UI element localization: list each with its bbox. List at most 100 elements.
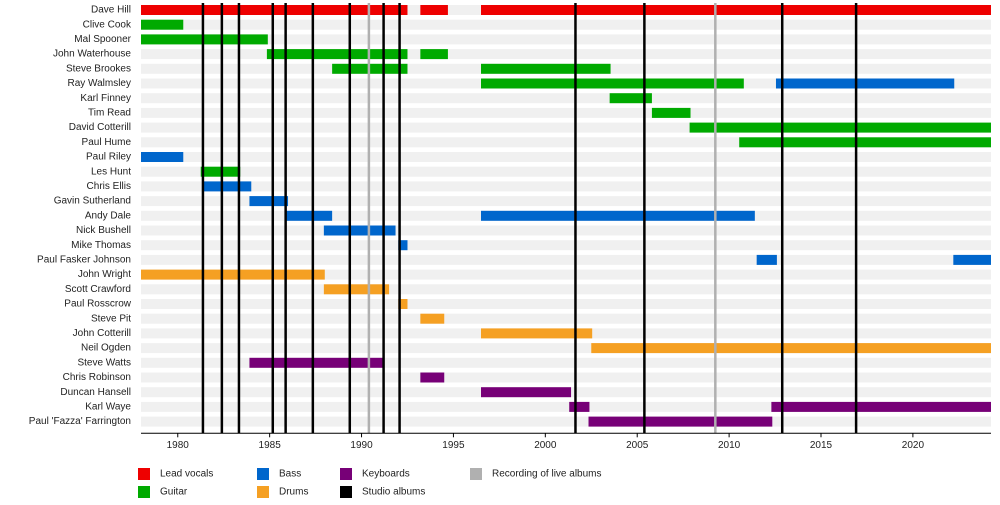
membership-bar [200,166,241,177]
member-name: Duncan Hansell [60,387,131,398]
legend-label: Bass [279,469,301,480]
row-stripe [141,166,991,177]
membership-bar [481,387,572,398]
membership-bar [481,5,991,15]
membership-bar [481,210,755,221]
membership-bar [420,372,445,383]
legend-label: Drums [279,487,308,498]
x-tick-label: 2000 [534,440,557,451]
membership-bar [591,343,991,354]
x-tick-label: 1985 [259,440,282,451]
membership-bar [249,357,384,368]
row-stripe [141,357,991,368]
member-name: Karl Waye [85,402,131,413]
row-stripe [141,254,991,265]
row-stripe [141,401,991,412]
member-name: Paul 'Fazza' Farrington [29,416,131,427]
membership-bar [141,34,268,45]
membership-bar [266,49,408,60]
member-name: Tim Read [88,108,131,119]
legend-swatch [340,486,352,498]
legend-swatch [340,468,352,480]
member-name: Dave Hill [91,5,131,16]
member-name: Paul Rosscrow [64,299,131,310]
member-name: Steve Pit [91,313,131,324]
legend-swatch [257,468,269,480]
row-stripe [141,137,991,148]
x-tick-label: 1990 [350,440,373,451]
row-stripe [141,196,991,207]
x-tick-label: 2015 [810,440,833,451]
membership-bar [569,401,590,412]
membership-bar [689,122,991,133]
membership-bar [141,5,408,15]
row-stripe [141,107,991,118]
member-name: Steve Brookes [66,63,131,74]
membership-bar [141,19,184,30]
member-name: Clive Cook [83,19,132,30]
legend-swatch [138,486,150,498]
legend-label: Lead vocals [160,469,213,480]
row-stripe [141,122,991,133]
member-name: John Wright [78,269,131,280]
x-tick-label: 2010 [718,440,741,451]
member-name: Paul Fasker Johnson [37,255,131,266]
member-name: Nick Bushell [76,225,131,236]
member-name: Paul Hume [82,137,132,148]
membership-bar [203,181,252,192]
membership-bar [481,78,744,89]
member-name: Ray Walmsley [67,78,131,89]
membership-bar [398,299,408,309]
row-stripe [141,313,991,324]
legend-swatch [257,486,269,498]
membership-bar [398,240,408,251]
membership-bar [323,225,396,236]
membership-bar [420,5,448,15]
x-tick-label: 2020 [902,440,925,451]
membership-bar [651,107,691,118]
membership-bar [141,152,184,162]
legend-label: Recording of live albums [492,469,602,480]
member-name: Andy Dale [85,210,132,221]
legend-label: Guitar [160,487,188,498]
membership-bar [141,269,325,280]
membership-bar [739,137,991,148]
member-name: Neil Ogden [81,343,131,354]
row-stripe [141,49,991,60]
member-name: Les Hunt [91,166,131,177]
membership-bar [286,210,333,221]
legend-label: Studio albums [362,487,425,498]
row-stripe [141,93,991,104]
membership-bar [420,49,448,60]
row-stripe [141,269,991,280]
member-name: Chris Robinson [63,372,131,383]
row-stripe [141,240,991,251]
row-stripe [141,299,991,309]
row-stripe [141,343,991,354]
member-name: Steve Watts [77,357,131,368]
row-stripe [141,181,991,192]
member-name: Mike Thomas [71,240,131,251]
member-name: John Waterhouse [53,49,131,60]
membership-bar [953,254,991,265]
member-name: Scott Crawford [65,284,131,295]
membership-bar [609,93,652,104]
row-stripe [141,416,991,427]
row-stripe [141,19,991,30]
membership-bar [756,254,777,265]
membership-bar [775,78,955,89]
membership-bar [588,416,773,427]
member-name: Chris Ellis [87,181,131,192]
membership-bar [771,401,991,412]
membership-bar [481,328,593,339]
legend-label: Keyboards [362,469,410,480]
x-tick-label: 1980 [167,440,190,451]
legend-swatch [138,468,150,480]
row-stripe [141,284,991,295]
row-stripe [141,372,991,383]
membership-bar [481,63,611,74]
member-name: Gavin Sutherland [54,196,131,207]
row-stripe [141,34,991,45]
x-tick-label: 2005 [626,440,649,451]
